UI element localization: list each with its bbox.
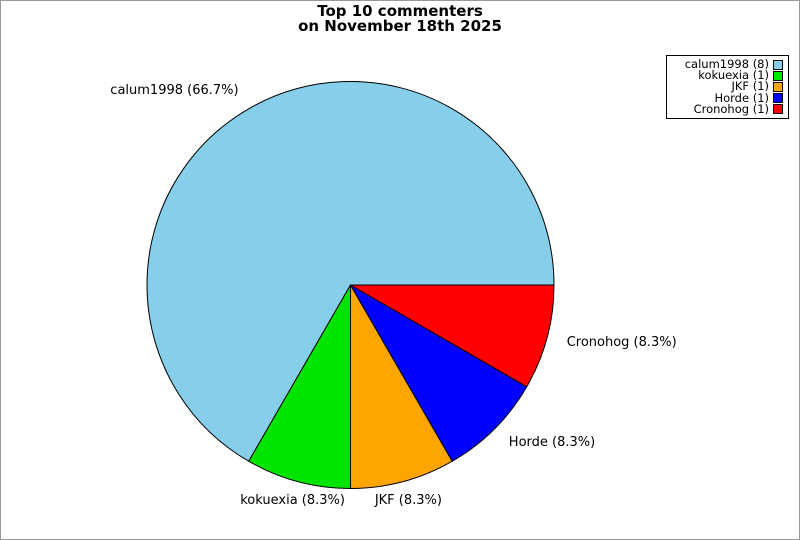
legend-item: Horde (1) <box>671 90 783 105</box>
legend-item: Cronohog (1) <box>671 101 783 116</box>
pie-slice-cronohog <box>350 284 555 388</box>
chart-title: Top 10 commenters on November 18th 2025 <box>0 4 800 33</box>
pie-slice-calum1998 <box>146 81 555 462</box>
legend-color-swatch <box>773 93 783 104</box>
legend-color-swatch <box>773 81 783 92</box>
pie-label-horde: Horde (8.3%) <box>508 435 596 451</box>
pie-slice-horde <box>350 284 528 462</box>
chart-title-line2: on November 18th 2025 <box>298 16 502 35</box>
legend-item-label: kokuexia (1) <box>698 68 769 83</box>
legend-item: calum1998 (8) <box>671 57 783 72</box>
pie-label-cronohog: Cronohog (8.3%) <box>566 334 677 350</box>
legend: calum1998 (8) kokuexia (1) JKF (1) Horde (1… <box>666 55 789 119</box>
pie-label-jkf: JKF (8.3%) <box>374 493 442 509</box>
legend-item-label: calum1998 (8) <box>684 57 769 72</box>
legend-color-swatch <box>773 59 783 70</box>
legend-item-label: Horde (1) <box>714 90 769 105</box>
chart-title-line1: Top 10 commenters <box>317 2 483 20</box>
legend-item: kokuexia (1) <box>671 70 783 81</box>
pie-slice-jkf <box>350 284 453 489</box>
legend-color-swatch <box>773 104 783 115</box>
legend-item-label: Cronohog (1) <box>693 101 769 116</box>
pie-label-calum1998: calum1998 (66.7%) <box>110 83 239 99</box>
pie-slice-kokuexia <box>248 284 351 489</box>
legend-item: JKF (1) <box>671 81 783 92</box>
legend-item-label: JKF (1) <box>731 79 770 94</box>
legend-color-swatch <box>773 70 783 81</box>
pie-label-kokuexia: kokuexia (8.3%) <box>240 493 345 509</box>
